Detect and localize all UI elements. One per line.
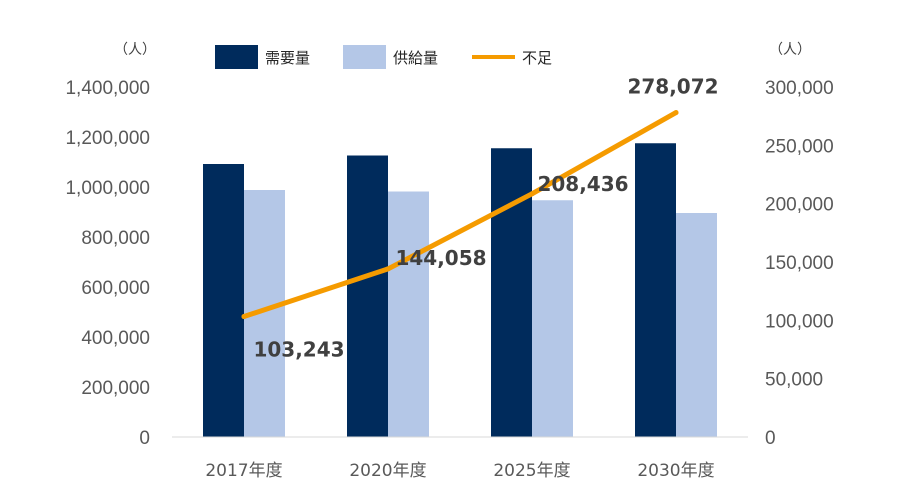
left-axis-ticks: 0 200,000 400,000 600,000 800,000 1,000,000 1,… <box>65 78 150 449</box>
shortage-data-label: 208,436 <box>537 172 628 196</box>
legend-label-demand: 需要量 <box>265 49 310 67</box>
left-tick-label: 1,400,000 <box>65 78 150 99</box>
shortage-point <box>241 314 247 320</box>
shortage-point <box>385 266 391 272</box>
x-axis-ticks: 2017年度 2020年度 2025年度 2030年度 <box>205 461 714 481</box>
left-tick-label: 800,000 <box>81 228 150 249</box>
right-tick-label: 200,000 <box>765 195 834 216</box>
left-tick-label: 200,000 <box>81 378 150 399</box>
shortage-data-label: 144,058 <box>395 246 486 270</box>
shortage-point <box>673 110 679 116</box>
bar-demand <box>203 164 244 437</box>
left-axis-unit: （人） <box>114 42 156 58</box>
legend-swatch-demand <box>215 45 258 69</box>
right-tick-label: 100,000 <box>765 311 834 332</box>
data-labels: 103,243 144,058 208,436 278,072 <box>253 75 718 362</box>
right-tick-label: 250,000 <box>765 136 834 157</box>
right-axis-ticks: 0 50,000 100,000 150,000 200,000 250,000 300,0… <box>765 78 834 449</box>
bar-supply <box>676 213 717 437</box>
shortage-line <box>241 110 679 320</box>
legend: 需要量 供給量 不足 <box>215 45 552 69</box>
bar-demand <box>635 143 676 437</box>
right-tick-label: 50,000 <box>765 370 823 391</box>
legend-label-shortage: 不足 <box>522 49 552 67</box>
left-tick-label: 400,000 <box>81 328 150 349</box>
x-tick-label: 2030年度 <box>637 461 714 481</box>
shortage-data-label: 103,243 <box>253 338 344 362</box>
shortage-point <box>529 191 535 197</box>
left-tick-label: 600,000 <box>81 278 150 299</box>
right-tick-label: 150,000 <box>765 253 834 274</box>
x-tick-label: 2020年度 <box>349 461 426 481</box>
left-tick-label: 1,200,000 <box>65 128 150 149</box>
legend-label-supply: 供給量 <box>393 49 438 67</box>
bar-supply <box>532 200 573 437</box>
bar-supply <box>388 191 429 437</box>
bar-demand <box>347 155 388 437</box>
x-tick-label: 2017年度 <box>205 461 282 481</box>
bar-demand <box>491 148 532 437</box>
right-tick-label: 300,000 <box>765 78 834 99</box>
legend-swatch-supply <box>343 45 386 69</box>
bars <box>203 143 717 437</box>
left-tick-label: 0 <box>139 428 150 449</box>
left-tick-label: 1,000,000 <box>65 178 150 199</box>
x-tick-label: 2025年度 <box>493 461 570 481</box>
right-tick-label: 0 <box>765 428 776 449</box>
shortage-line-group <box>241 110 679 320</box>
right-axis-unit: （人） <box>769 42 811 58</box>
shortage-data-label: 278,072 <box>627 75 718 99</box>
